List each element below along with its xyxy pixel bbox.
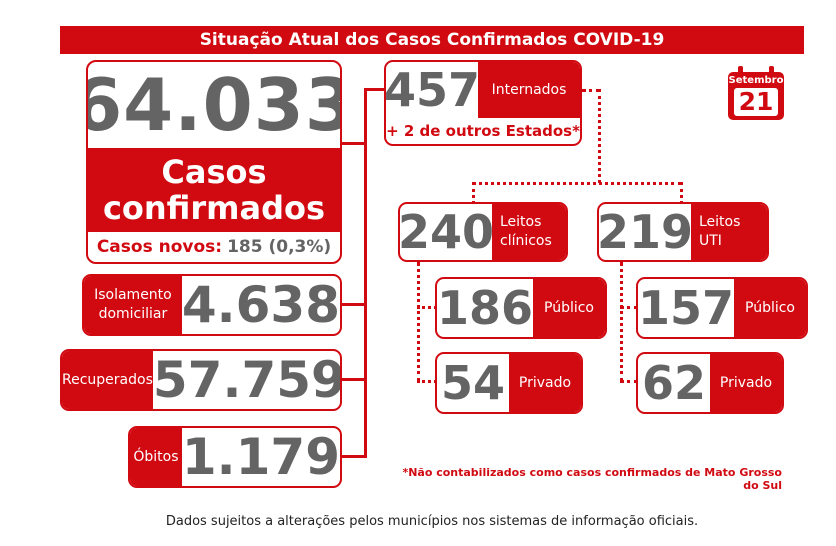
recovered-value: 57.759 xyxy=(152,351,342,409)
dotted-connector xyxy=(472,182,475,204)
deaths-card: Óbitos 1.179 xyxy=(128,426,342,488)
recovered-label: Recuperados xyxy=(62,351,153,409)
connector-line xyxy=(342,142,366,145)
dotted-connector xyxy=(417,306,437,309)
clinical-beds-label: Leitos clínicos xyxy=(492,204,566,260)
icu-beds-value: 219 xyxy=(597,205,694,259)
clinical-public-label: Público xyxy=(533,279,605,337)
connector-line xyxy=(342,303,366,306)
home-isolation-value: 4.638 xyxy=(181,276,340,334)
dotted-connector xyxy=(620,306,638,309)
new-cases-label: Casos novos: xyxy=(96,237,223,257)
deaths-value: 1.179 xyxy=(181,428,340,486)
calendar-day: 21 xyxy=(738,87,774,116)
clinical-private-card: 54 Privado xyxy=(435,352,583,414)
icu-public-label: Público xyxy=(734,279,806,337)
icu-public-card: 157 Público xyxy=(636,277,808,339)
dotted-connector xyxy=(620,262,623,382)
icu-private-value: 62 xyxy=(641,356,706,410)
dotted-connector xyxy=(680,182,683,204)
icu-private-card: 62 Privado xyxy=(636,352,784,414)
icu-private-label: Privado xyxy=(710,354,782,412)
clinical-public-value: 186 xyxy=(436,281,534,335)
deaths-label: Óbitos xyxy=(130,428,182,486)
clinical-public-card: 186 Público xyxy=(435,277,607,339)
confirmed-cases-label: Casos confirmados xyxy=(88,148,340,232)
confirmed-cases-value: 64.033 xyxy=(86,63,342,147)
connector-line xyxy=(342,455,366,458)
page-title: Situação Atual dos Casos Confirmados COV… xyxy=(199,30,665,50)
clinical-private-label: Privado xyxy=(509,354,581,412)
confirmed-cases-card: 64.033 Casos confirmados Casos novos: 18… xyxy=(86,60,342,264)
hospitalized-value: 457 xyxy=(384,63,481,117)
disclaimer: Dados sujeitos a alterações pelos municí… xyxy=(165,514,699,529)
clinical-beds-card: 240 Leitos clínicos xyxy=(398,202,568,262)
dotted-connector xyxy=(598,89,601,183)
header-bar: Situação Atual dos Casos Confirmados COV… xyxy=(60,26,804,54)
dotted-connector xyxy=(417,262,420,382)
icu-beds-card: 219 Leitos UTI xyxy=(597,202,769,262)
calendar-month: Setembro xyxy=(728,75,784,86)
home-isolation-card: Isolamento domiciliar 4.638 xyxy=(82,274,342,336)
clinical-private-value: 54 xyxy=(440,356,505,410)
icu-public-value: 157 xyxy=(637,281,735,335)
home-isolation-label: Isolamento domiciliar xyxy=(84,276,182,334)
hospitalized-card: 457 Internados + 2 de outros Estados* xyxy=(384,60,582,146)
connector-line xyxy=(364,88,386,91)
footnote: *Não contabilizados como casos confirmad… xyxy=(402,466,782,492)
dotted-connector xyxy=(472,182,682,185)
connector-line xyxy=(342,378,366,381)
calendar-icon: Setembro 21 xyxy=(728,66,784,120)
other-states-note: + 2 de outros Estados* xyxy=(386,122,580,140)
dotted-connector xyxy=(620,380,638,383)
icu-beds-label: Leitos UTI xyxy=(691,204,767,260)
new-cases-value: 185 (0,3%) xyxy=(227,237,332,257)
hospitalized-label: Internados xyxy=(478,62,580,118)
clinical-beds-value: 240 xyxy=(398,205,495,259)
recovered-card: Recuperados 57.759 xyxy=(60,349,342,411)
connector-line xyxy=(364,88,367,458)
dotted-connector xyxy=(417,380,437,383)
new-cases-line: Casos novos: 185 (0,3%) xyxy=(88,232,340,262)
dotted-connector xyxy=(582,89,600,92)
